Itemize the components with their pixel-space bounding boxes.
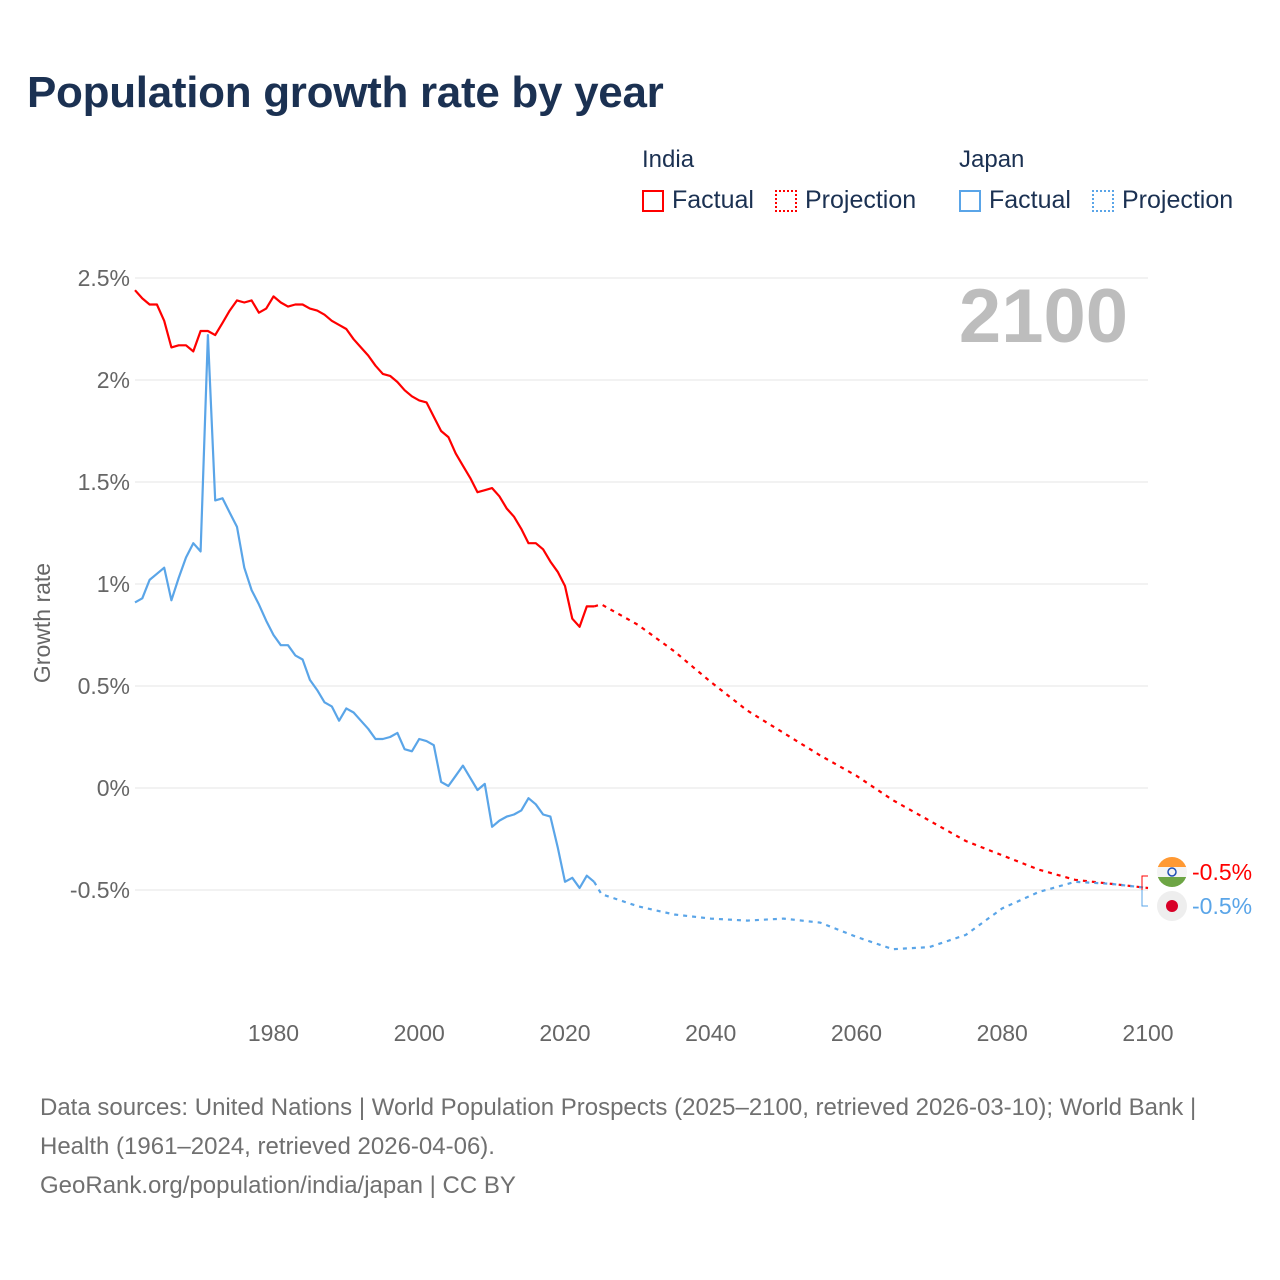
x-tick-label: 2080: [977, 1020, 1028, 1046]
credit-link[interactable]: GeoRank.org/population/india/japan | CC …: [40, 1172, 516, 1199]
y-tick-label: 1%: [97, 571, 130, 597]
y-tick-label: 2%: [97, 367, 130, 393]
legend-swatch-solid-icon: [959, 189, 981, 212]
india-flag-icon: [1157, 857, 1187, 887]
japan-flag-icon: [1157, 891, 1187, 921]
legend-label: Projection: [1122, 186, 1234, 214]
y-axis-label: Growth rate: [29, 563, 55, 683]
series-india-factual: [134, 289, 595, 628]
y-tick-label: 1.5%: [78, 469, 130, 495]
x-tick-label: 2060: [831, 1020, 882, 1046]
x-tick-label: 2000: [394, 1020, 445, 1046]
legend-india-factual[interactable]: Factual: [642, 186, 754, 215]
y-tick-label: 0%: [97, 775, 130, 801]
legend-japan-factual[interactable]: Factual: [959, 186, 1071, 215]
legend-group-india: India: [642, 146, 695, 173]
series-japan-projection: [593, 880, 1149, 951]
line-chart: -0.5% 0% 0.5% 1% 1.5% 2% 2.5% 1980 2000 2020 2040 2…: [29, 265, 1252, 1046]
x-tick-label: 2020: [539, 1020, 590, 1046]
legend-label: Factual: [989, 186, 1071, 214]
legend-label: Factual: [672, 186, 754, 214]
legend-group-japan: Japan: [959, 146, 1025, 173]
series-india-projection: [593, 603, 1149, 890]
legend-label: Projection: [805, 186, 917, 214]
x-tick-label: 2040: [685, 1020, 736, 1046]
series-japan-factual: [134, 334, 595, 890]
legend-swatch-dotted-icon: [775, 189, 797, 212]
x-tick-label: 1980: [248, 1020, 299, 1046]
legend-swatch-dotted-icon: [1092, 189, 1114, 212]
end-labels: -0.5% -0.5%: [1141, 857, 1252, 921]
year-overlay: 2100: [959, 274, 1128, 359]
legend-india-projection[interactable]: Projection: [775, 186, 916, 215]
data-sources: Data sources: United Nations | World Pop…: [40, 1094, 1197, 1160]
y-tick-label: -0.5%: [70, 877, 130, 903]
legend-swatch-solid-icon: [642, 189, 664, 212]
footer: Data sources: United Nations | World Pop…: [40, 1088, 1240, 1205]
x-tick-label: 2100: [1122, 1020, 1173, 1046]
japan-end-label: -0.5%: [1192, 893, 1252, 919]
legend-japan-projection[interactable]: Projection: [1092, 186, 1233, 215]
india-end-label: -0.5%: [1192, 859, 1252, 885]
chart-title: Population growth rate by year: [27, 68, 664, 117]
y-tick-label: 2.5%: [78, 265, 130, 291]
y-tick-label: 0.5%: [78, 673, 130, 699]
